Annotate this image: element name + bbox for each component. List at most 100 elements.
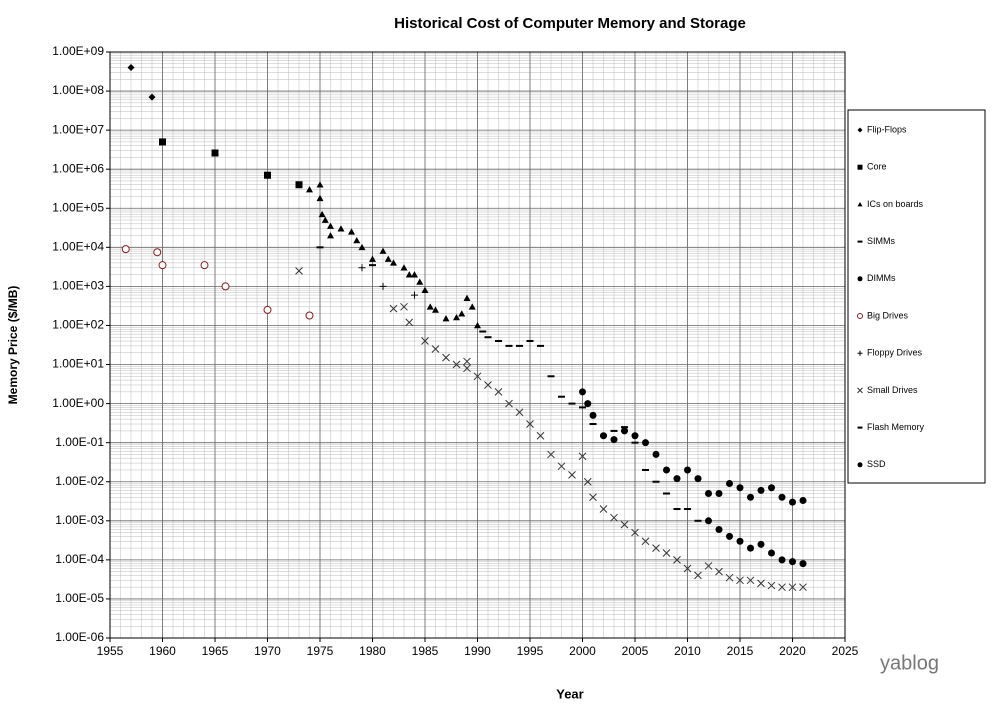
point <box>473 372 482 381</box>
point <box>384 255 392 262</box>
point <box>463 364 471 373</box>
y-tick-label: 1.00E+05 <box>52 200 104 214</box>
point <box>704 562 713 570</box>
point <box>715 525 723 533</box>
legend-label: SIMMs <box>867 236 895 246</box>
point <box>484 336 492 339</box>
point <box>547 450 555 459</box>
point <box>663 466 670 474</box>
point <box>405 271 413 278</box>
point <box>568 402 576 405</box>
point <box>458 310 466 317</box>
point <box>337 225 345 232</box>
point <box>788 583 797 592</box>
watermark: yablog <box>880 652 939 674</box>
point <box>431 345 440 353</box>
legend-label: Flash Memory <box>867 422 925 432</box>
legend-label: SSD <box>867 459 886 469</box>
point <box>264 171 271 179</box>
point <box>684 508 691 511</box>
point <box>715 489 723 497</box>
point <box>579 388 586 396</box>
point <box>736 576 744 585</box>
point <box>799 497 807 505</box>
y-tick-label: 1.00E+03 <box>52 279 104 293</box>
point <box>663 492 670 495</box>
point <box>305 311 314 320</box>
point <box>411 291 418 299</box>
y-tick-label: 1.00E+08 <box>52 83 104 97</box>
point <box>789 498 796 506</box>
point <box>673 475 681 483</box>
point <box>683 564 692 573</box>
legend-marker <box>857 387 863 394</box>
point <box>127 64 135 72</box>
point <box>652 480 660 483</box>
point <box>159 138 166 146</box>
y-tick-label: 1.00E-02 <box>55 474 104 488</box>
point <box>494 387 503 396</box>
point <box>121 245 130 254</box>
point <box>432 306 439 313</box>
point <box>348 228 355 235</box>
point <box>479 330 487 333</box>
x-tick-label: 1975 <box>307 644 334 658</box>
point <box>726 480 733 488</box>
point <box>589 423 597 426</box>
point <box>200 261 209 270</box>
legend-label: Small Drives <box>867 385 918 395</box>
point <box>316 181 324 188</box>
x-tick-label: 1985 <box>412 644 439 658</box>
point <box>379 282 387 290</box>
point <box>642 439 649 447</box>
point <box>411 271 418 278</box>
point <box>705 517 712 525</box>
point <box>295 181 303 189</box>
x-tick-label: 2005 <box>622 644 649 658</box>
point <box>536 431 545 440</box>
plot-frame <box>109 51 846 639</box>
legend-marker <box>857 462 863 468</box>
point <box>621 426 628 429</box>
legend-marker <box>857 350 863 356</box>
y-tick-label: 1.00E+00 <box>52 396 104 410</box>
x-axis-title: Year <box>556 686 583 701</box>
point <box>747 493 754 501</box>
legend-marker <box>857 201 863 207</box>
point <box>442 353 450 362</box>
legend-marker <box>857 426 863 429</box>
point <box>358 264 366 272</box>
x-tick-label: 1990 <box>464 644 491 658</box>
point <box>515 408 524 417</box>
legend-label: Flip-Flops <box>867 124 907 134</box>
point <box>652 544 660 552</box>
point <box>736 484 744 492</box>
point <box>768 549 775 557</box>
x-tick-label: 2010 <box>674 644 701 658</box>
point <box>610 436 618 444</box>
point <box>778 583 786 592</box>
point <box>610 429 618 432</box>
point <box>390 259 397 266</box>
y-axis-title: Memory Price ($/MB) <box>6 286 20 405</box>
point <box>589 493 597 502</box>
x-tick-label: 2015 <box>727 644 754 658</box>
point <box>318 210 326 218</box>
y-tick-label: 1.00E+01 <box>52 357 104 371</box>
point <box>321 216 329 223</box>
point <box>221 282 230 291</box>
x-tick-label: 1960 <box>149 644 176 658</box>
point <box>148 93 156 101</box>
point <box>353 236 361 244</box>
point <box>547 375 555 378</box>
point <box>400 264 408 271</box>
point <box>631 432 639 440</box>
point <box>463 357 471 366</box>
point <box>789 558 796 566</box>
point <box>416 278 424 285</box>
y-tick-label: 1.00E-04 <box>55 552 104 566</box>
point <box>584 400 592 408</box>
point <box>211 149 219 157</box>
point <box>694 519 702 522</box>
point <box>405 318 414 327</box>
